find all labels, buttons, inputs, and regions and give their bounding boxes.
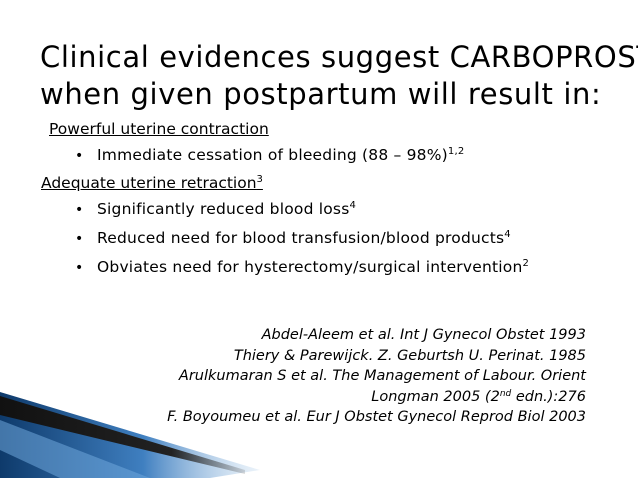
heading-uterine-contraction: Powerful uterine contraction [49, 120, 269, 138]
bullet-text: Reduced need for blood transfusion/blood… [97, 229, 505, 247]
superscript-edition: nd [499, 388, 512, 399]
superscript-ref: 4 [504, 229, 511, 240]
decor-black-swoosh [0, 396, 245, 474]
bullet-item-cessation: • Immediate cessation of bleeding (88 – 9… [75, 146, 464, 164]
reference-item: F. Boyoumeu et al. Eur J Obstet Gynecol … [167, 409, 586, 425]
bullet-dot-icon: • [75, 148, 84, 164]
bullet-text: Obviates need for hysterectomy/surgical … [97, 258, 523, 276]
references: Abdel-Aleem et al. Int J Gynecol Obstet … [66, 325, 586, 428]
title-line-1: Clinical evidences suggest CARBOPROST [40, 40, 638, 74]
reference-text: Longman 2005 (2 [371, 388, 500, 405]
bullet-dot-icon: • [75, 231, 84, 247]
reference-text: edn.):276 [511, 388, 586, 405]
bullet-item-transfusion: • Reduced need for blood transfusion/bloo… [75, 229, 511, 247]
superscript-ref: 4 [349, 200, 357, 211]
reference-item: Abdel-Aleem et al. Int J Gynecol Obstet … [261, 327, 586, 343]
reference-item: Longman 2005 (2nd edn.):276 [66, 387, 586, 408]
bullet-item-hysterectomy: • Obviates need for hysterectomy/surgical… [75, 258, 529, 276]
reference-item: Arulkumaran S et al. The Management of L… [178, 368, 586, 384]
slide-title: Clinical evidences suggest CARBOPROST wh… [40, 39, 638, 113]
bullet-text: Significantly reduced blood loss [97, 200, 350, 218]
bullet-item-blood-loss: • Significantly reduced blood loss4 [75, 200, 356, 218]
title-line-2: when given postpartum will result in: [40, 77, 602, 111]
bullet-dot-icon: • [75, 202, 84, 218]
reference-item: Thiery & Parewijck. Z. Geburtsh U. Perin… [233, 347, 586, 364]
heading-uterine-retraction: Adequate uterine retraction3 [41, 174, 263, 192]
bullet-text: Immediate cessation of bleeding (88 – 98… [97, 146, 448, 164]
superscript-ref: 2 [522, 258, 530, 269]
bullet-dot-icon: • [75, 260, 84, 276]
decor-light-swoosh [0, 420, 150, 478]
superscript-ref: 1,2 [447, 146, 465, 157]
superscript-ref: 3 [256, 174, 263, 185]
heading-text: Adequate uterine retraction [41, 174, 257, 192]
